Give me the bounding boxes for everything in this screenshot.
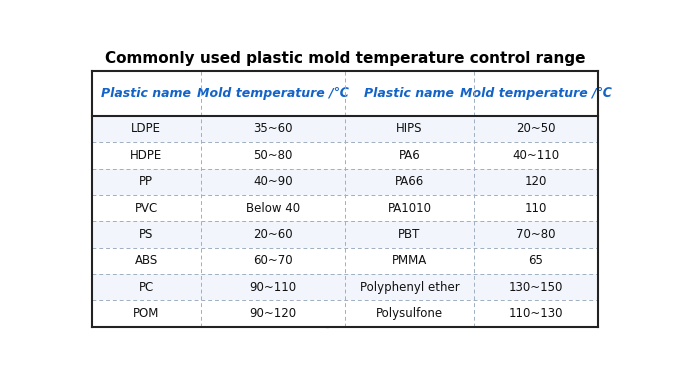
Text: LDPE: LDPE <box>131 122 162 135</box>
Text: PA1010: PA1010 <box>388 202 431 215</box>
Text: 40~90: 40~90 <box>253 175 293 188</box>
Bar <box>92 142 598 169</box>
Bar <box>92 169 598 195</box>
Text: 90~110: 90~110 <box>249 280 296 294</box>
Text: HIPS: HIPS <box>396 122 423 135</box>
Text: Plastic name: Plastic name <box>101 87 191 100</box>
Text: Polyphenyl ether: Polyphenyl ether <box>359 280 459 294</box>
Text: POM: POM <box>133 307 160 320</box>
Text: PMMA: PMMA <box>392 254 427 267</box>
Text: 60~70: 60~70 <box>253 254 293 267</box>
Text: CNMOULD&PLASTICS: CNMOULD&PLASTICS <box>142 139 214 170</box>
Text: Polysulfone: Polysulfone <box>376 307 443 320</box>
Text: 35~60: 35~60 <box>253 122 293 135</box>
Text: 110: 110 <box>525 202 547 215</box>
Bar <box>92 300 598 327</box>
Text: SALES.A@CNMOULDPLAS.COM: SALES.A@CNMOULDPLAS.COM <box>367 181 448 214</box>
Text: 50~80: 50~80 <box>253 149 293 162</box>
Bar <box>92 274 598 300</box>
Bar <box>92 221 598 248</box>
Text: PVC: PVC <box>135 202 158 215</box>
Text: 90~120: 90~120 <box>249 307 296 320</box>
Text: PP: PP <box>139 175 153 188</box>
Text: Mold temperature /℃: Mold temperature /℃ <box>460 87 612 100</box>
Text: Commonly used plastic mold temperature control range: Commonly used plastic mold temperature c… <box>105 51 585 66</box>
Text: Plastic name: Plastic name <box>365 87 454 100</box>
Text: 20~50: 20~50 <box>516 122 556 135</box>
Text: 130~150: 130~150 <box>509 280 563 294</box>
Text: 70~80: 70~80 <box>516 228 556 241</box>
Text: CNMOULD&PLASTICS: CNMOULD&PLASTICS <box>371 139 444 170</box>
Bar <box>92 195 598 221</box>
Text: Below 40: Below 40 <box>246 202 300 215</box>
Bar <box>92 71 598 116</box>
Text: HDPE: HDPE <box>130 149 162 162</box>
Text: SALES.A@CNMOULDPLAS.COM: SALES.A@CNMOULDPLAS.COM <box>137 181 219 214</box>
Bar <box>92 116 598 142</box>
Text: 110~130: 110~130 <box>509 307 563 320</box>
Text: Mold temperature /℃: Mold temperature /℃ <box>197 87 349 100</box>
Text: 40~110: 40~110 <box>512 149 559 162</box>
Text: PA66: PA66 <box>395 175 424 188</box>
Text: ABS: ABS <box>135 254 158 267</box>
Text: PBT: PBT <box>398 228 421 241</box>
Text: 65: 65 <box>528 254 543 267</box>
Text: PS: PS <box>139 228 153 241</box>
Bar <box>92 248 598 274</box>
Text: 120: 120 <box>525 175 547 188</box>
Text: 20~60: 20~60 <box>253 228 293 241</box>
Text: SALES.A@CNMOULDPLAS.COM: SALES.A@CNMOULDPLAS.COM <box>303 323 387 328</box>
Text: PC: PC <box>139 280 154 294</box>
Text: PA6: PA6 <box>398 149 421 162</box>
